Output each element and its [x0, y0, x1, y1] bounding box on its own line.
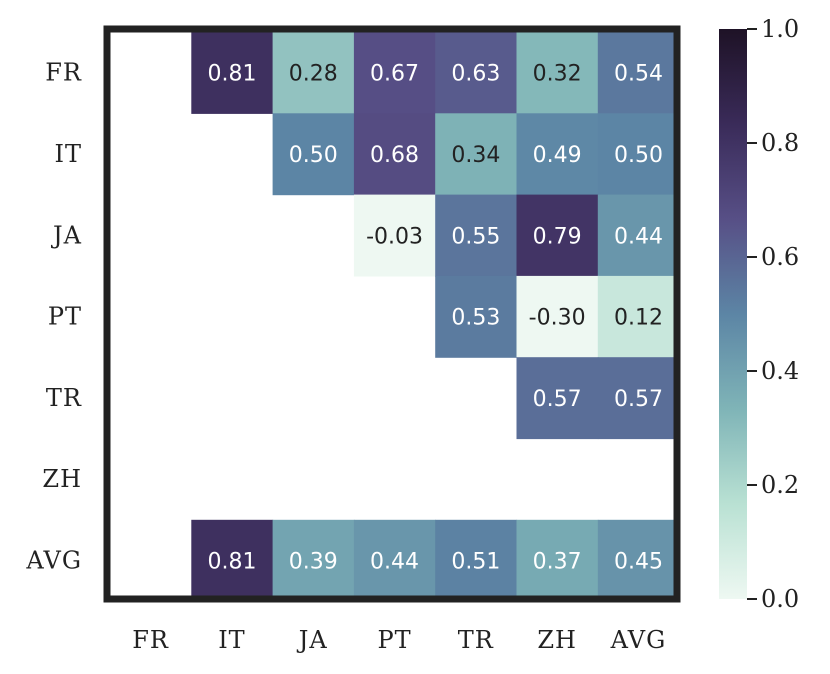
row-labels: FR IT JA PT TR ZH AVG	[25, 59, 83, 575]
heatmap-cell-value: 0.39	[289, 549, 338, 574]
heatmap-cell-value: 0.51	[451, 549, 500, 574]
heatmap-cell-value: -0.03	[366, 224, 423, 249]
heatmap-cell-value: 0.49	[533, 143, 582, 168]
heatmap-cell	[435, 519, 518, 602]
heatmap-cell	[353, 113, 436, 196]
heatmap-cell	[516, 519, 599, 602]
heatmap-cell-value: 0.68	[370, 143, 419, 168]
heatmap-cell-value: 0.50	[289, 143, 338, 168]
heatmap-cell	[435, 194, 518, 277]
heatmap-cell-labels: 0.81 0.28 0.67 0.63 0.32 0.54 0.50 0.68 0.34 0.49…	[207, 62, 662, 575]
heatmap-cell	[272, 32, 355, 114]
column-label: TR	[458, 626, 494, 654]
heatmap-cell-value: 0.54	[614, 62, 663, 87]
heatmap-cell	[597, 357, 680, 440]
heatmap-cell	[516, 113, 599, 196]
heatmap-cell	[353, 32, 436, 114]
row-label: FR	[45, 59, 82, 87]
column-label: IT	[218, 626, 246, 654]
heatmap-cell	[516, 357, 599, 440]
heatmap-cell-value: 0.53	[451, 306, 500, 331]
heatmap-cell-value: 0.79	[533, 224, 582, 249]
heatmap-cell	[272, 113, 355, 196]
heatmap-cell-value: 0.37	[533, 549, 582, 574]
heatmap-cell	[516, 275, 599, 358]
heatmap-cell	[597, 519, 680, 602]
heatmap-cell-value: 0.44	[370, 549, 419, 574]
row-label: TR	[46, 384, 82, 412]
column-labels: FR IT JA PT TR ZH AVG	[132, 626, 667, 654]
heatmap-cell-value: 0.63	[451, 62, 500, 87]
heatmap-cell-value: 0.12	[614, 306, 663, 331]
row-label: IT	[55, 140, 83, 168]
row-label: ZH	[42, 465, 82, 493]
heatmap-cell-value: -0.30	[529, 306, 586, 331]
column-label: FR	[132, 626, 169, 654]
heatmap-cell-value: 0.57	[614, 387, 663, 412]
heatmap-cell	[435, 32, 518, 114]
heatmap-frame	[103, 25, 681, 603]
heatmap-cell-value: 0.28	[289, 62, 338, 87]
colorbar-tick-label: 1.0	[761, 15, 799, 43]
colorbar-ticks: 0.0 0.2 0.4 0.6 0.8 1.0	[747, 15, 799, 613]
heatmap-cell-value: 0.32	[533, 62, 582, 87]
heatmap-cell	[597, 32, 680, 114]
column-label: AVG	[610, 626, 667, 654]
row-label: JA	[50, 221, 82, 249]
colorbar	[719, 29, 747, 599]
heatmap-cell-value: 0.57	[533, 387, 582, 412]
heatmap-cell-value: 0.50	[614, 143, 663, 168]
row-label: PT	[48, 303, 82, 331]
heatmap-cell	[516, 194, 599, 277]
heatmap-cell	[435, 275, 518, 358]
heatmap-cell-value: 0.45	[614, 549, 663, 574]
heatmap-cell	[516, 32, 599, 114]
heatmap-cell	[191, 519, 274, 602]
heatmap-cells	[191, 32, 680, 602]
colorbar-tick-label: 0.4	[761, 357, 799, 385]
heatmap-cell	[435, 113, 518, 196]
column-label: JA	[296, 626, 328, 654]
heatmap-cell	[353, 194, 436, 277]
heatmap-cell-value: 0.67	[370, 62, 419, 87]
heatmap-cell-value: 0.34	[451, 143, 500, 168]
heatmap-cell	[597, 113, 680, 196]
colorbar-tick-label: 0.0	[761, 585, 799, 613]
heatmap-cell	[597, 275, 680, 358]
colorbar-tick-label: 0.6	[761, 243, 799, 271]
row-label: AVG	[25, 546, 82, 574]
column-label: ZH	[537, 626, 577, 654]
column-label: PT	[377, 626, 411, 654]
colorbar-tick-label: 0.2	[761, 471, 799, 499]
heatmap-cell-value: 0.55	[451, 224, 500, 249]
heatmap-cell-value: 0.81	[207, 62, 256, 87]
heatmap-cell	[272, 519, 355, 602]
heatmap-cell-value: 0.44	[614, 224, 663, 249]
heatmap-cell	[597, 194, 680, 277]
heatmap-cell	[191, 32, 274, 114]
colorbar-tick-label: 0.8	[761, 129, 799, 157]
heatmap-cell-value: 0.81	[207, 549, 256, 574]
heatmap-cell	[353, 519, 436, 602]
